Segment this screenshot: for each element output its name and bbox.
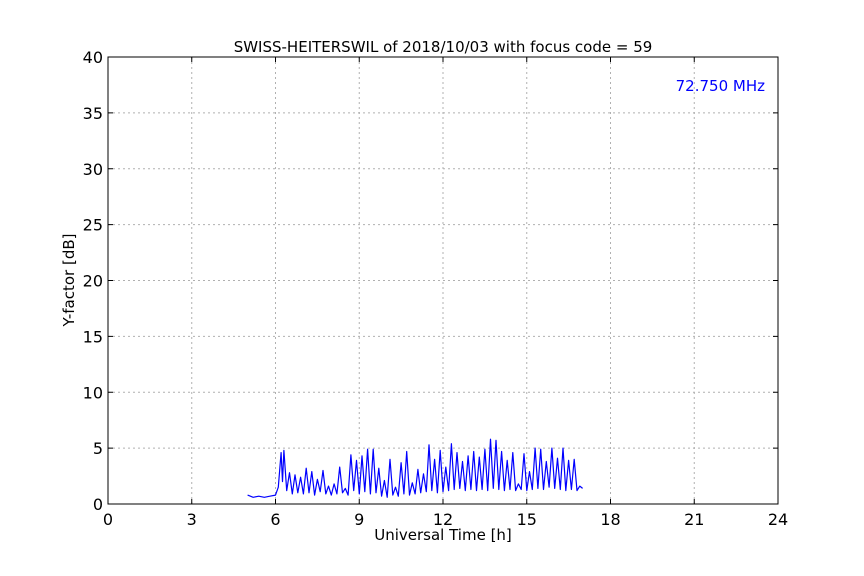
y-axis-label: Y-factor [dB] bbox=[60, 233, 78, 327]
x-tick-label: 18 bbox=[600, 510, 620, 529]
y-tick-label: 5 bbox=[93, 439, 103, 458]
x-tick-label: 9 bbox=[354, 510, 364, 529]
x-axis-label: Universal Time [h] bbox=[374, 526, 512, 544]
y-tick-label: 25 bbox=[83, 216, 103, 235]
frequency-annotation: 72.750 MHz bbox=[676, 77, 765, 95]
y-tick-label: 0 bbox=[93, 495, 103, 514]
x-tick-label: 6 bbox=[270, 510, 280, 529]
chart-title: SWISS-HEITERSWIL of 2018/10/03 with focu… bbox=[234, 38, 653, 56]
gridlines bbox=[108, 57, 778, 504]
series-group bbox=[247, 438, 583, 498]
y-tick-label: 40 bbox=[83, 48, 103, 67]
x-tick-label: 12 bbox=[433, 510, 453, 529]
y-tick-label: 20 bbox=[83, 272, 103, 291]
ticks: 0 3 6 9 12 15 18 21 24 0 5 10 15 20 25 30 35 40 bbox=[83, 48, 789, 529]
y-tick-label: 10 bbox=[83, 383, 103, 402]
x-tick-label: 21 bbox=[684, 510, 704, 529]
series-line bbox=[247, 438, 583, 498]
x-tick-label: 0 bbox=[103, 510, 113, 529]
x-tick-label: 24 bbox=[768, 510, 788, 529]
x-tick-label: 3 bbox=[187, 510, 197, 529]
y-tick-label: 15 bbox=[83, 327, 103, 346]
y-tick-label: 30 bbox=[83, 160, 103, 179]
y-tick-label: 35 bbox=[83, 104, 103, 123]
x-tick-label: 15 bbox=[517, 510, 537, 529]
